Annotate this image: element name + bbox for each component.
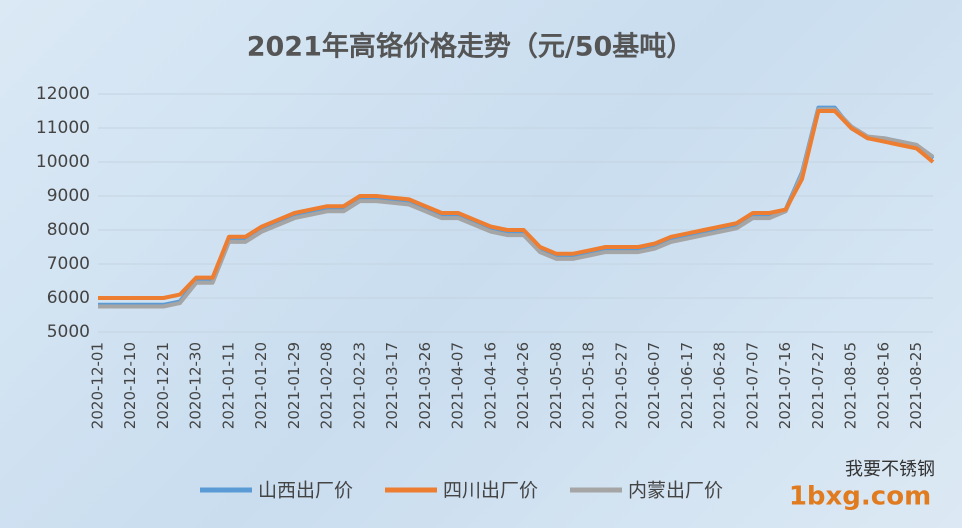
x-tick-label: 2020-12-10	[121, 342, 139, 429]
series-line	[98, 107, 935, 309]
x-tick-label: 2021-08-25	[907, 342, 925, 429]
x-tick-label: 2021-02-08	[318, 342, 336, 429]
x-tick-label: 2021-01-20	[252, 342, 270, 429]
y-tick-label: 10000	[36, 152, 90, 172]
series-line	[98, 109, 935, 300]
watermark: 我要不锈钢	[845, 459, 935, 480]
x-tick-label: 2021-04-16	[481, 342, 499, 429]
x-tick-label: 2021-05-08	[547, 342, 565, 429]
y-tick-label: 6000	[47, 288, 90, 308]
x-tick-label: 2021-02-23	[350, 342, 368, 429]
y-tick-label: 5000	[47, 322, 90, 342]
x-tick-label: 2021-08-05	[842, 342, 860, 429]
series-line	[98, 105, 935, 307]
y-tick-label: 8000	[47, 220, 90, 240]
y-tick-label: 11000	[36, 118, 90, 138]
x-tick-label: 2021-04-26	[514, 342, 532, 429]
x-tick-label: 2021-06-07	[645, 342, 663, 429]
x-tick-label: 2021-01-11	[219, 342, 237, 429]
x-tick-label: 2020-12-30	[187, 342, 205, 429]
chart-title: 2021年高铬价格走势（元/50基吨）	[247, 31, 694, 63]
y-tick-label: 12000	[36, 84, 90, 104]
x-tick-label: 2020-12-21	[154, 342, 172, 429]
x-tick-label: 2021-01-29	[285, 342, 303, 429]
watermark: 1bxg.com	[789, 482, 931, 512]
x-tick-label: 2021-04-07	[449, 342, 467, 429]
legend-label: 内蒙出厂价	[628, 480, 723, 502]
x-tick-label: 2021-05-18	[580, 342, 598, 429]
legend-label: 山西出厂价	[258, 480, 353, 502]
x-tick-label: 2021-05-27	[612, 342, 630, 429]
x-tick-label: 2021-07-07	[743, 342, 761, 429]
y-tick-label: 9000	[47, 186, 90, 206]
x-tick-label: 2021-03-26	[416, 342, 434, 429]
x-tick-label: 2021-08-16	[874, 342, 892, 429]
x-tick-label: 2021-07-27	[809, 342, 827, 429]
legend-label: 四川出厂价	[443, 480, 538, 502]
x-tick-label: 2021-06-17	[678, 342, 696, 429]
x-tick-label: 2021-07-16	[776, 342, 794, 429]
x-tick-label: 2020-12-01	[89, 342, 107, 429]
x-tick-label: 2021-03-17	[383, 342, 401, 429]
x-tick-label: 2021-06-28	[711, 342, 729, 429]
y-tick-label: 7000	[47, 254, 90, 274]
